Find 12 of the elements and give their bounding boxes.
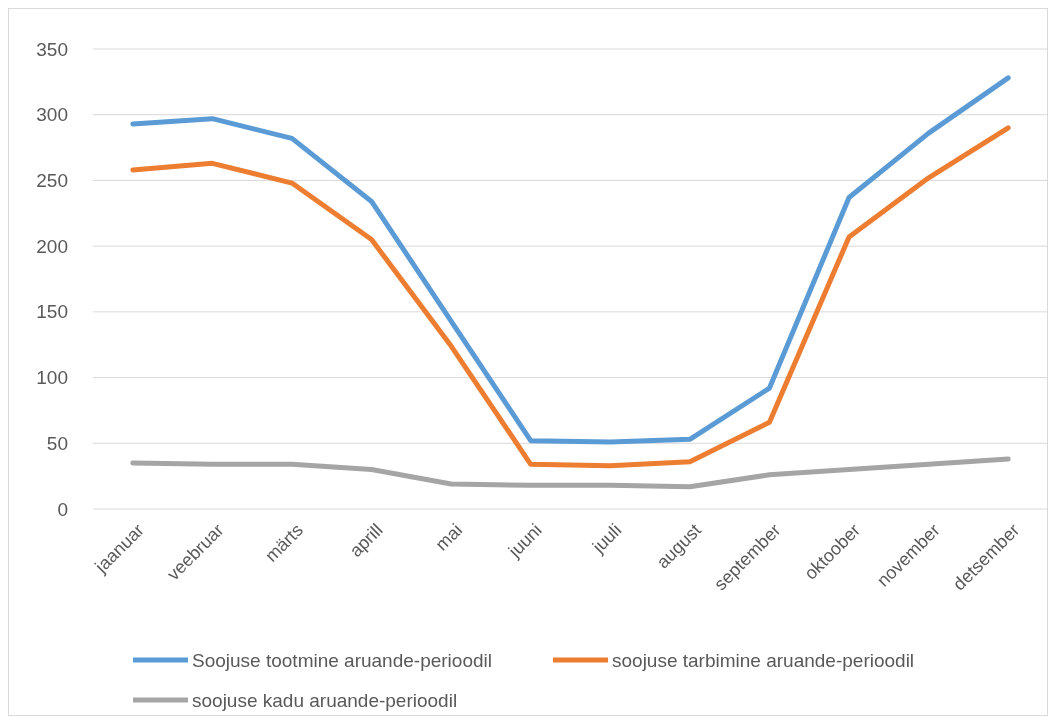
legend-label: Soojuse tootmine aruande-perioodil: [192, 649, 492, 671]
y-tick-label: 300: [36, 104, 68, 126]
y-tick-label: 0: [57, 498, 68, 520]
y-tick-label: 250: [36, 169, 68, 191]
y-tick-label: 150: [36, 301, 68, 323]
y-tick-label: 100: [36, 367, 68, 389]
y-tick-label: 350: [36, 38, 68, 60]
legend-label: soojuse kadu aruande-perioodil: [192, 689, 458, 711]
x-tick-label: mai: [431, 519, 467, 555]
legend-label: soojuse tarbimine aruande-perioodil: [612, 649, 915, 671]
y-tick-label: 200: [36, 235, 68, 257]
y-tick-label: 50: [46, 432, 68, 454]
